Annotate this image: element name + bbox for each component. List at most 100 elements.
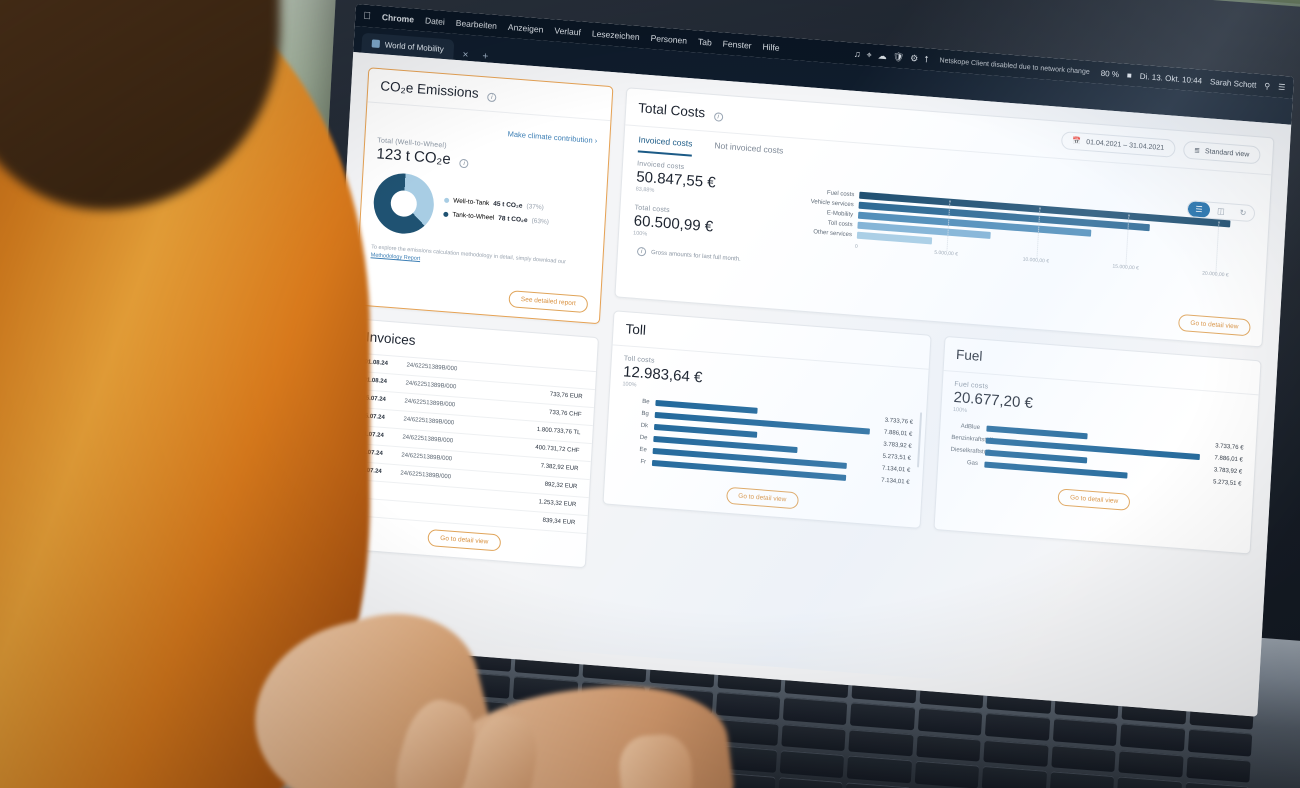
menubar-tray[interactable]: ♫ ⌖ ☁ 🛡 ⚙ ⭡ xyxy=(854,48,929,65)
menu-tab[interactable]: Tab xyxy=(690,35,712,48)
bar-label: Ee xyxy=(639,446,647,454)
bar-label: De xyxy=(639,434,648,442)
key xyxy=(1116,776,1182,788)
menu-datei[interactable]: Datei xyxy=(417,14,445,27)
key xyxy=(983,739,1049,768)
key xyxy=(782,697,848,725)
make-climate-contribution-link[interactable]: Make climate contribution › xyxy=(507,129,598,146)
column-chart-icon[interactable]: ◫ xyxy=(1216,206,1226,216)
invoice-amount: 400.731,72 CHF xyxy=(535,444,580,455)
vpn-icon[interactable]: ⚙ xyxy=(909,52,919,64)
co2-methodology-note: To explore the emissions calculation met… xyxy=(370,243,590,276)
bar-fill[interactable] xyxy=(984,449,1088,464)
key xyxy=(1184,781,1250,788)
methodology-report-link[interactable]: Methodology Report xyxy=(370,252,421,263)
fuel-title: Fuel xyxy=(955,346,983,364)
invoices-title: Invoices xyxy=(365,328,416,348)
bar-label: Vehicle services xyxy=(810,198,854,208)
key xyxy=(845,782,911,788)
favicon-icon xyxy=(371,39,381,49)
invoice-amount: 733,76 EUR xyxy=(549,391,583,401)
card-invoices: Invoices 01.08.24 24/62251389B/000 01.08… xyxy=(340,317,600,568)
left-column: CO₂e Emissions i Make climate contributi… xyxy=(340,67,614,568)
menu-chrome[interactable]: Chrome xyxy=(374,11,415,24)
bar-fill[interactable] xyxy=(653,423,758,438)
invoice-amount: 7.382,92 EUR xyxy=(540,463,579,473)
bluetooth-icon[interactable]: ⭡ xyxy=(924,53,929,64)
menu-fenster[interactable]: Fenster xyxy=(714,37,751,51)
key xyxy=(1120,723,1185,752)
key xyxy=(982,766,1047,788)
see-detailed-report-button[interactable]: See detailed report xyxy=(508,289,589,313)
card-toll: Toll Toll costs 12.983,64 € 100% Be 3.733… xyxy=(602,310,932,529)
total-costs-title: Total Costs i xyxy=(638,100,723,122)
invoices-go-to-detail-view-button[interactable]: Go to detail view xyxy=(427,528,501,552)
total-costs-go-to-detail-view-button[interactable]: Go to detail view xyxy=(1177,313,1251,337)
date-range-picker[interactable]: 📅 01.04.2021 – 31.04.2021 xyxy=(1061,131,1176,158)
bar-label: Dk xyxy=(640,422,649,430)
bar-value-label: 7.886,01 € xyxy=(883,429,913,438)
total-costs-kpis: Invoiced costs 50.847,55 € 83,88% Total … xyxy=(633,160,787,250)
key xyxy=(778,776,843,788)
co2-card-body: Make climate contribution › Total (Well-… xyxy=(358,102,611,289)
key xyxy=(1187,729,1253,757)
info-icon[interactable]: i xyxy=(487,92,497,103)
dashboard-page: CO₂e Emissions i Make climate contributi… xyxy=(319,52,1292,717)
info-icon[interactable]: i xyxy=(459,158,469,169)
legend-swatch-icon xyxy=(444,197,450,203)
right-column: Total Costs i 📅 01.04.2021 – 31.04.2021 … xyxy=(599,87,1275,619)
toll-title: Toll xyxy=(625,321,647,338)
bar-fill[interactable] xyxy=(985,425,1088,440)
menu-hilfe[interactable]: Hilfe xyxy=(754,40,780,53)
menu-lesezeichen[interactable]: Lesezeichen xyxy=(584,27,640,42)
view-mode-selector[interactable]: ≣ Standard view xyxy=(1182,140,1261,165)
info-icon[interactable]: i xyxy=(713,111,723,122)
axis-spacer xyxy=(797,244,851,248)
key xyxy=(1051,744,1116,773)
menu-verlauf[interactable]: Verlauf xyxy=(546,24,581,37)
bar-label: Other services xyxy=(813,228,853,238)
co2-title: CO₂e Emissions i xyxy=(379,78,497,103)
refresh-icon[interactable]: ↻ xyxy=(1239,208,1247,218)
bar-label: Fr xyxy=(640,458,647,466)
legend-value: 45 t CO₂e xyxy=(493,199,523,210)
co2-legend: Well-to-Tank 45 t CO₂e (37%) Tank-to-Whe… xyxy=(443,196,550,225)
search-icon[interactable]: ⚲ xyxy=(1264,80,1271,91)
menu-anzeigen[interactable]: Anzeigen xyxy=(500,21,544,35)
legend-percent: (37%) xyxy=(526,202,545,211)
fuel-go-to-detail-view-button[interactable]: Go to detail view xyxy=(1057,488,1131,511)
user-name[interactable]: Sarah Schott xyxy=(1209,76,1257,90)
legend-item-well-to-tank: Well-to-Tank 45 t CO₂e (37%) xyxy=(444,196,550,211)
key xyxy=(1052,718,1118,746)
menu-bearbeiten[interactable]: Bearbeiten xyxy=(448,17,498,31)
card-total-costs: Total Costs i 📅 01.04.2021 – 31.04.2021 … xyxy=(614,87,1275,348)
control-center-icon[interactable]: ☰ xyxy=(1277,82,1286,92)
bar-value-label: 5.273,51 € xyxy=(1212,479,1242,488)
bar-fill[interactable] xyxy=(655,399,758,414)
cloud-icon[interactable]: ☁ xyxy=(877,49,888,61)
legend-label: Tank-to-Wheel xyxy=(452,210,495,222)
bar-label: Benzinkraftstoffe xyxy=(951,434,997,445)
invoice-number xyxy=(398,510,536,521)
invoice-amount: 839,34 EUR xyxy=(542,517,576,527)
invoice-amount: 1.800.733,76 TL xyxy=(536,426,581,437)
key xyxy=(850,702,916,731)
music-icon[interactable]: ♫ xyxy=(853,48,861,60)
menu-personen[interactable]: Personen xyxy=(642,32,687,46)
apple-logo-icon[interactable]:  xyxy=(363,10,371,22)
wifi-icon[interactable]: ⌖ xyxy=(866,49,873,60)
key xyxy=(847,755,912,783)
bar-label: Bg xyxy=(641,410,649,418)
invoice-amount: 892,32 EUR xyxy=(544,481,578,491)
bar-label: Be xyxy=(641,398,650,406)
shield-icon[interactable]: 🛡 xyxy=(892,51,905,63)
sliders-icon: ≣ xyxy=(1193,147,1201,155)
toll-fuel-grid: Toll Toll costs 12.983,64 € 100% Be 3.733… xyxy=(602,310,1262,555)
key xyxy=(1049,771,1115,788)
bar-chart-icon[interactable]: ☰ xyxy=(1187,201,1211,218)
bar-value-label: 5.273,51 € xyxy=(882,453,912,462)
clock[interactable]: Di. 13. Okt. 10:44 xyxy=(1139,71,1203,86)
co2-title-text: CO₂e Emissions xyxy=(379,78,480,101)
toll-go-to-detail-view-button[interactable]: Go to detail view xyxy=(725,486,799,510)
total-costs-note-text: Gross amounts for last full month. xyxy=(650,249,741,263)
